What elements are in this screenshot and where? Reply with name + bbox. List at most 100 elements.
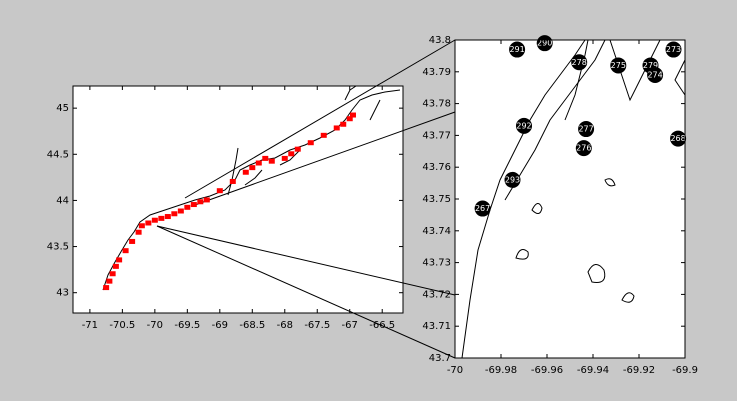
- point-marker: [665, 41, 682, 58]
- axes-frame: [454, 39, 686, 359]
- point-marker: [288, 151, 295, 157]
- y-tick-label: 44.5: [47, 149, 69, 160]
- point-marker: [151, 217, 158, 223]
- y-tick-label: 43.74: [422, 226, 451, 237]
- x-tick-label: -69.98: [485, 365, 517, 376]
- point-label: 290: [537, 39, 552, 48]
- contour-line: [674, 59, 686, 96]
- point-marker: [164, 214, 171, 220]
- point-marker: [184, 204, 191, 210]
- y-tick-label: 43.76: [422, 162, 451, 173]
- point-marker: [474, 200, 491, 217]
- point-marker: [171, 211, 178, 217]
- point-marker: [255, 160, 262, 166]
- point-marker: [509, 41, 526, 58]
- point-marker: [216, 188, 223, 194]
- axes-background: [73, 86, 403, 313]
- y-tick-label: 43.7: [429, 353, 451, 364]
- point-label: 278: [572, 58, 587, 67]
- point-marker: [135, 229, 142, 235]
- point-marker: [106, 278, 113, 284]
- point-marker: [122, 248, 129, 254]
- y-tick-label: 43.8: [429, 35, 451, 46]
- y-tick-label: 43.71: [422, 321, 451, 332]
- point-label: 276: [576, 144, 591, 153]
- point-marker: [340, 121, 347, 127]
- point-marker: [112, 263, 119, 269]
- x-tick-label: -68: [277, 320, 293, 331]
- point-marker: [578, 121, 595, 138]
- contour-line: [531, 203, 543, 214]
- x-tick-label: -69.94: [577, 365, 609, 376]
- y-tick-label: 44: [56, 195, 69, 206]
- point-marker: [242, 169, 249, 175]
- contour-line: [604, 178, 616, 187]
- point-label: 274: [647, 70, 662, 79]
- contour-line: [515, 249, 529, 260]
- x-tick-label: -69.5: [174, 320, 200, 331]
- contour-line: [621, 292, 635, 303]
- point-label: 268: [670, 134, 685, 143]
- axes-background: [455, 40, 685, 358]
- point-label: 267: [475, 204, 490, 213]
- y-tick-label: 43: [56, 288, 69, 299]
- coast-path: [227, 85, 381, 196]
- point-marker: [197, 199, 204, 205]
- point-marker: [610, 57, 627, 74]
- axes-frame: [72, 85, 404, 314]
- point-marker: [177, 208, 184, 214]
- point-marker: [571, 54, 588, 71]
- y-tick-label: 43.73: [422, 258, 451, 269]
- point-marker: [670, 130, 687, 147]
- coast-path: [102, 89, 401, 291]
- point-marker: [536, 35, 553, 52]
- point-marker: [249, 165, 256, 171]
- point-marker: [190, 202, 197, 208]
- contour-line: [504, 39, 606, 201]
- y-tick-label: 43.77: [422, 130, 451, 141]
- x-tick-label: -70: [447, 365, 463, 376]
- x-tick-label: -66.5: [369, 320, 395, 331]
- point-marker: [281, 155, 288, 161]
- point-marker: [516, 117, 532, 134]
- y-tick-label: 45: [56, 103, 69, 114]
- x-tick-label: -71: [82, 320, 98, 331]
- point-marker: [647, 66, 664, 83]
- point-marker: [262, 155, 269, 161]
- connector: [156, 225, 456, 296]
- point-marker: [575, 140, 592, 157]
- connector: [184, 39, 456, 199]
- y-tick-label: 43.5: [47, 242, 69, 253]
- point-marker: [229, 178, 236, 184]
- point-marker: [307, 140, 314, 146]
- point-label: 279: [643, 61, 658, 70]
- contour-line: [587, 264, 606, 283]
- x-tick-label: -69.92: [623, 365, 655, 376]
- point-label: 293: [505, 175, 520, 184]
- point-marker: [138, 223, 145, 229]
- point-marker: [158, 215, 165, 221]
- x-tick-label: -70.5: [109, 320, 135, 331]
- x-tick-label: -68.5: [239, 320, 265, 331]
- point-marker: [294, 146, 301, 152]
- point-label: 275: [611, 61, 626, 70]
- y-tick-label: 43.79: [422, 67, 451, 78]
- point-marker: [349, 112, 356, 118]
- connector: [194, 111, 456, 206]
- y-tick-label: 43.72: [422, 289, 451, 300]
- point-marker: [103, 285, 110, 291]
- contour-line: [564, 39, 589, 121]
- point-marker: [129, 238, 136, 244]
- x-tick-label: -69: [212, 320, 228, 331]
- point-label: 273: [666, 45, 681, 54]
- coastline: [102, 85, 401, 291]
- point-marker: [203, 197, 210, 203]
- x-tick-label: -67: [342, 320, 358, 331]
- point-marker: [346, 116, 353, 122]
- point-marker: [109, 271, 116, 277]
- point-marker: [333, 125, 340, 131]
- point-marker: [504, 171, 521, 188]
- connector: [156, 225, 456, 359]
- x-tick-label: -69.9: [672, 365, 698, 376]
- x-tick-label: -69.96: [531, 365, 563, 376]
